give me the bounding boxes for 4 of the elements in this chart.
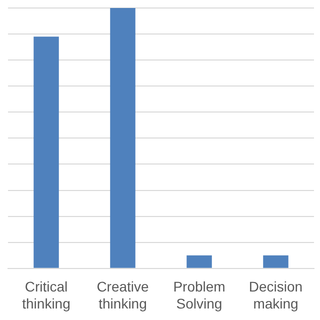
x-tick-label: Problem Solving (173, 278, 226, 312)
x-tick-label: Decision making (248, 278, 303, 312)
x-tick-label: Creative thinking (96, 278, 150, 312)
x-tick-label: Critical thinking (22, 278, 70, 312)
